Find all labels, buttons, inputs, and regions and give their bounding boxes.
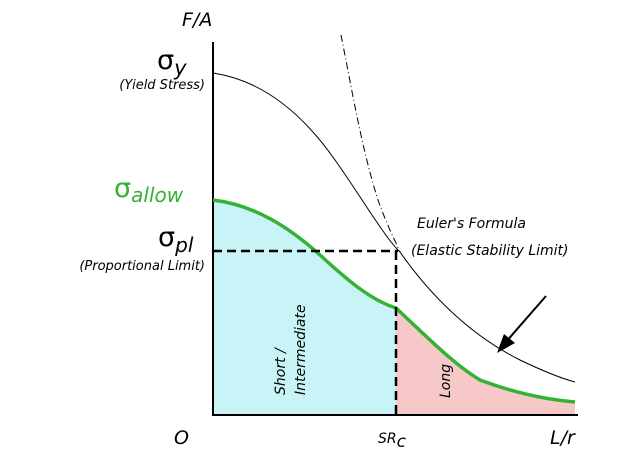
euler-arrow-line [504,295,547,344]
critical-ratio-label: SRc [378,431,407,451]
long-region-label: Long [438,364,454,398]
euler-label-line2: (Elastic Stability Limit) [411,243,569,259]
proportional-stress-symbol: σpl [158,222,194,257]
origin-label: O [174,427,189,449]
yield-stress-note: (Yield Stress) [119,78,205,93]
yield-stress-symbol: σy [157,45,187,80]
proportional-stress-note: (Proportional Limit) [79,259,205,274]
short-region-label-line1: Short / [273,347,289,395]
short-intermediate-region [213,200,396,415]
y-axis-label: F/A [182,9,212,31]
yield-curve [212,72,576,383]
short-region-label-line2: Intermediate [293,304,309,395]
euler-arrow-head [497,334,515,353]
long-region [396,308,575,415]
euler-label-line1: Euler's Formula [417,216,526,232]
allow-stress-symbol: σallow [114,173,184,207]
euler-curve [340,34,401,253]
x-axis-label: L/r [550,427,576,449]
